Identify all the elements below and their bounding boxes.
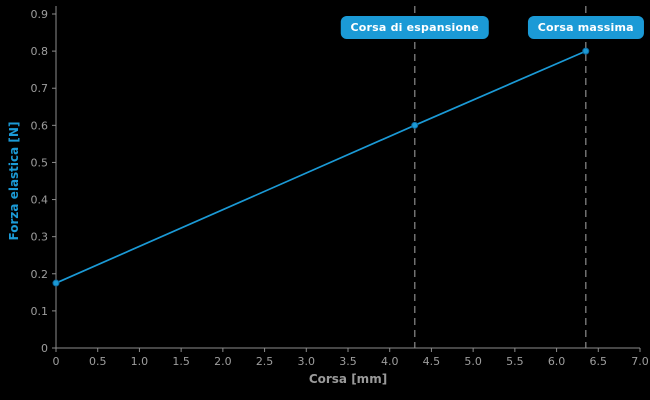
x-tick-label: 1.0: [131, 355, 149, 368]
y-tick-label: 0.8: [31, 45, 49, 58]
y-tick-label: 0: [41, 342, 48, 355]
y-tick-label: 0.4: [31, 194, 49, 207]
annotation-corsa-massima: Corsa massima: [527, 16, 644, 39]
x-tick-label: 5.5: [506, 355, 524, 368]
y-axis-label: Forza elastica [N]: [7, 121, 21, 241]
x-tick-label: 0: [53, 355, 60, 368]
x-tick-label: 2.0: [214, 355, 232, 368]
data-point: [582, 47, 590, 55]
x-tick-label: 6.5: [590, 355, 608, 368]
data-line: [55, 50, 587, 284]
x-tick-label: 5.0: [464, 355, 482, 368]
x-tick-label: 0.5: [89, 355, 107, 368]
y-tick-label: 0.6: [31, 119, 49, 132]
x-tick-label: 2.5: [256, 355, 274, 368]
y-tick-label: 0.3: [31, 231, 49, 244]
y-tick-label: 0.1: [31, 305, 49, 318]
x-tick-label: 1.5: [172, 355, 190, 368]
annotation-corsa-di-espansione: Corsa di espansione: [340, 16, 489, 39]
y-tick-label: 0.5: [31, 156, 49, 169]
x-tick-label: 7.0: [631, 355, 649, 368]
x-tick-label: 3.0: [298, 355, 316, 368]
y-tick-label: 0.7: [31, 82, 49, 95]
data-point: [52, 279, 60, 287]
y-tick-label: 0.9: [31, 8, 49, 21]
x-tick-label: 4.5: [423, 355, 441, 368]
y-tick-label: 0.2: [31, 268, 49, 281]
data-point: [411, 121, 419, 129]
x-tick-label: 6.0: [548, 355, 566, 368]
x-axis-label: Corsa [mm]: [308, 372, 388, 386]
x-tick-label: 4.0: [381, 355, 399, 368]
x-tick-label: 3.5: [339, 355, 357, 368]
